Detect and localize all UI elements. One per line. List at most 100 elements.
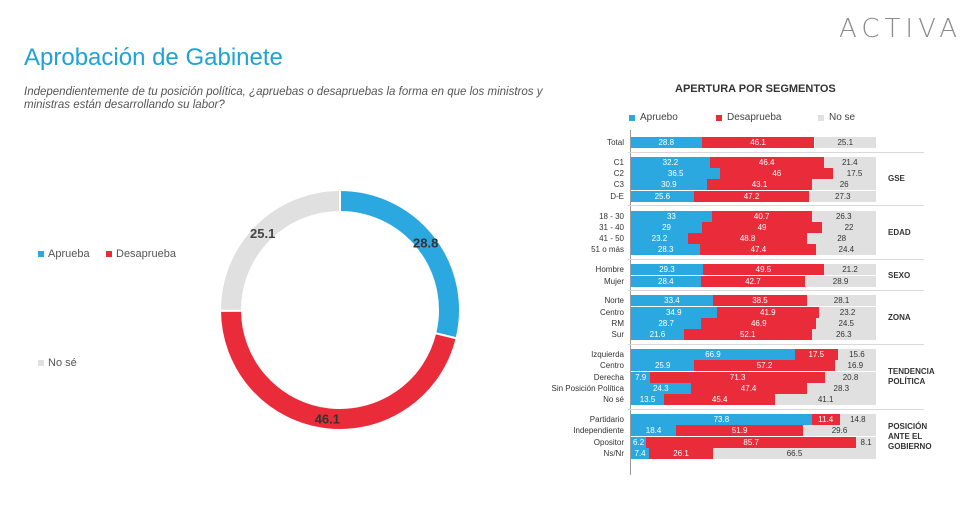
bar-desaprueba: 85.7 bbox=[646, 436, 857, 448]
seg-legend-desaprueba-label: Desaprueba bbox=[727, 112, 782, 123]
bar-value-label: 66.5 bbox=[786, 448, 803, 458]
bar-value-label: 41.9 bbox=[760, 307, 776, 317]
segment-row: 41 - 50 23.2 48.8 28 bbox=[540, 233, 978, 245]
segment-row-label: Centro bbox=[599, 361, 624, 371]
segment-group-label-line: GSE bbox=[888, 174, 905, 184]
segment-row: C3 30.9 43.1 26 bbox=[540, 179, 978, 191]
segment-group-label: GSE bbox=[888, 174, 905, 184]
bar-desaprueba: 47.4 bbox=[690, 382, 807, 394]
bar-value-label: 49 bbox=[757, 222, 767, 232]
segment-row-label: 31 - 40 bbox=[599, 222, 624, 232]
activa-logo: ACTIVA bbox=[839, 14, 962, 44]
bar-value-label: 8.1 bbox=[860, 437, 872, 447]
bar-nose: 8.1 bbox=[856, 436, 876, 448]
segment-row: Centro 34.9 41.9 23.2 bbox=[540, 306, 978, 318]
bar-desaprueba: 46 bbox=[720, 168, 834, 180]
segment-row: No sé 13.5 45.4 41.1 bbox=[540, 394, 978, 406]
segment-row: Sur 21.6 52.1 26.3 bbox=[540, 329, 978, 341]
bar-nose: 24.4 bbox=[816, 244, 877, 256]
segment-row-label: C1 bbox=[613, 157, 624, 167]
legend-aprueba: Aprueba bbox=[38, 248, 90, 260]
bar-nose: 23.2 bbox=[819, 306, 876, 318]
bar-value-label: 28.9 bbox=[832, 276, 849, 286]
bar-desaprueba: 47.2 bbox=[693, 190, 810, 202]
bar-apruebo: 33.4 bbox=[631, 295, 713, 307]
group-separator bbox=[628, 258, 924, 260]
seg-legend-aprueba: Apruebo bbox=[629, 112, 678, 123]
bar-value-label: 33.4 bbox=[664, 296, 680, 306]
segment-row-label: Independiente bbox=[573, 426, 624, 436]
bar-desaprueba: 40.7 bbox=[711, 210, 812, 222]
donut-chart: 28.8 46.1 25.1 bbox=[218, 188, 461, 431]
bar-value-label: 28.3 bbox=[833, 383, 850, 393]
segment-group-label-line: SEXO bbox=[888, 270, 911, 280]
bar-value-label: 20.8 bbox=[842, 372, 859, 382]
bar-value-label: 17.5 bbox=[808, 350, 825, 359]
bar-apruebo: 29 bbox=[631, 221, 703, 233]
bar-value-label: 24.4 bbox=[838, 245, 855, 255]
bar-value-label: 28 bbox=[837, 234, 847, 244]
bar-apruebo: 21.6 bbox=[631, 329, 684, 341]
bar-value-label: 47.2 bbox=[743, 191, 760, 201]
legend-desaprueba-label: Desaprueba bbox=[116, 248, 176, 260]
bar-value-label: 30.9 bbox=[661, 180, 677, 190]
segment-row-label: Opositor bbox=[593, 437, 624, 447]
segment-group-label-line: POSICIÓN bbox=[888, 421, 928, 431]
bar-value-label: 18.4 bbox=[645, 426, 662, 436]
bar-nose: 22 bbox=[822, 221, 876, 233]
segment-group-label-line: EDAD bbox=[888, 228, 911, 238]
bar-value-label: 25.6 bbox=[654, 191, 671, 201]
bar-value-label: 71.3 bbox=[729, 372, 746, 382]
bar-nose: 28.3 bbox=[806, 382, 876, 394]
bar-nose: 28.1 bbox=[807, 295, 876, 307]
bar-apruebo: 7.9 bbox=[631, 371, 651, 383]
bar-value-label: 25.9 bbox=[654, 361, 671, 371]
bar-nose: 41.1 bbox=[775, 394, 876, 406]
bar-value-label: 15.6 bbox=[849, 350, 865, 359]
bar-value-label: 45.4 bbox=[711, 395, 728, 405]
bar-value-label: 33 bbox=[666, 211, 676, 221]
bar-value-label: 21.6 bbox=[649, 330, 666, 340]
bar-value-label: 57.2 bbox=[756, 361, 773, 371]
segment-row-label: Centro bbox=[599, 307, 624, 317]
group-separator bbox=[628, 205, 924, 207]
bar-nose: 26 bbox=[812, 179, 876, 191]
bar-value-label: 26.1 bbox=[673, 448, 689, 458]
bar-nose: 21.4 bbox=[823, 156, 876, 168]
bar-value-label: 28.3 bbox=[657, 245, 674, 255]
bar-value-label: 42.7 bbox=[745, 276, 761, 286]
bar-value-label: 32.2 bbox=[662, 157, 679, 167]
bar-desaprueba: 71.3 bbox=[650, 371, 826, 383]
segment-row: Norte 33.4 38.5 28.1 bbox=[540, 295, 978, 307]
segment-group-label: TENDENCIA POLÍTICA bbox=[888, 367, 935, 387]
bar-apruebo: 33 bbox=[631, 210, 712, 222]
bar-desaprueba: 43.1 bbox=[706, 179, 813, 191]
bar-nose: 26.3 bbox=[811, 210, 876, 222]
seg-legend-nose-label: No se bbox=[829, 112, 856, 123]
segment-row: D-E 25.6 47.2 27.3 bbox=[540, 190, 978, 202]
seg-legend-nose: No se bbox=[818, 112, 855, 123]
segment-row-label: 18 - 30 bbox=[599, 211, 624, 221]
bar-desaprueba: 47.4 bbox=[700, 244, 817, 256]
bar-value-label: 43.1 bbox=[751, 180, 768, 190]
bar-nose: 29.6 bbox=[803, 425, 876, 437]
legend-desaprueba: Desaprueba bbox=[106, 248, 176, 260]
bar-desaprueba: 46.9 bbox=[701, 317, 817, 329]
segments-bar-chart: Total 28.8 46.1 25.1 C1 32.2 46.4 21.4 C2 36.5 46 1… bbox=[540, 130, 978, 510]
bar-value-label: 41.1 bbox=[817, 395, 834, 405]
bar-value-label: 24.3 bbox=[652, 383, 669, 393]
bar-value-label: 11.4 bbox=[818, 415, 834, 424]
bar-value-label: 46.4 bbox=[758, 157, 775, 167]
bar-apruebo: 34.9 bbox=[631, 306, 717, 318]
bar-value-label: 6.2 bbox=[633, 437, 645, 447]
seg-legend-desaprueba: Desaprueba bbox=[716, 112, 781, 123]
bar-value-label: 23.2 bbox=[839, 307, 856, 317]
bar-value-label: 85.7 bbox=[743, 437, 759, 447]
segment-row-label: C2 bbox=[613, 169, 624, 179]
bar-desaprueba: 48.8 bbox=[687, 233, 808, 245]
segment-row: RM 28.7 46.9 24.5 bbox=[540, 317, 978, 329]
bar-apruebo: 25.6 bbox=[631, 190, 694, 202]
segment-row: 51 o más 28.3 47.4 24.4 bbox=[540, 244, 978, 256]
segment-row: Sin Posición Política 24.3 47.4 28.3 bbox=[540, 382, 978, 394]
bar-desaprueba: 42.7 bbox=[700, 275, 806, 287]
